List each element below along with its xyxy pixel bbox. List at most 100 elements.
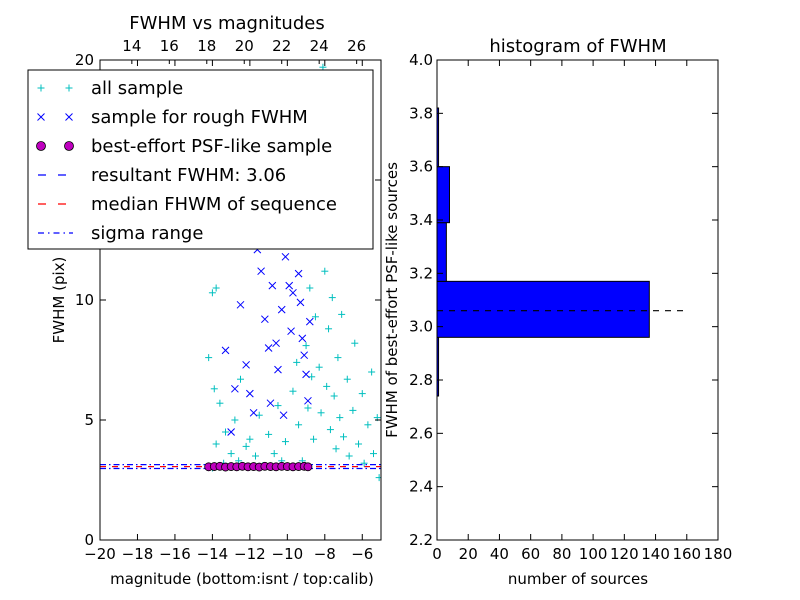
- histogram-y-tick-label-9: 4.0: [409, 51, 433, 69]
- scatter-y-tick-label-0: 0: [84, 531, 94, 549]
- scatter-point-0-4: [212, 440, 220, 448]
- scatter-point-1-26: [298, 334, 307, 343]
- histogram-y-tick-label-0: 2.2: [409, 531, 433, 549]
- scatter-point-0-10: [231, 416, 239, 424]
- scatter-point-1-2: [231, 384, 239, 393]
- scatter-point-0-25: [295, 421, 303, 429]
- scatter-point-0-2: [210, 385, 218, 393]
- histogram-y-ticks: 2.2 2.4 2.6 2.8 3.0 3.2 3.4 3.6 3.8 4.0: [409, 51, 718, 549]
- scatter-point-0-15: [251, 452, 259, 460]
- scatter-x-tick-label-4: −12: [234, 545, 266, 563]
- scatter-point-0-56: [368, 368, 376, 376]
- scatter-point-0-40: [326, 426, 334, 434]
- histogram-x-axis-label: number of sources: [508, 570, 648, 588]
- scatter-point-1-21: [289, 288, 297, 297]
- histogram-x-tick-label-7: 140: [641, 545, 670, 563]
- scatter-point-1-6: [249, 408, 258, 417]
- histogram-x-tick-label-0: 0: [432, 545, 442, 563]
- legend-entry-2: best-effort PSF-like sample: [36, 136, 332, 157]
- legend-label-5: sigma range: [91, 223, 203, 244]
- histogram-y-tick-label-2: 2.6: [409, 424, 433, 442]
- scatter-point-0-34: [315, 363, 323, 371]
- legend-marker-0-0: [37, 84, 45, 92]
- scatter-point-0-19: [270, 450, 278, 458]
- scatter-point-1-24: [294, 269, 303, 278]
- scatter-point-0-0: [205, 354, 213, 362]
- scatter-point-1-1: [227, 428, 235, 436]
- scatter-title: FWHM vs magnitudes: [129, 13, 324, 34]
- histogram-y-tick-label-5: 3.2: [409, 264, 433, 282]
- scatter-point-0-39: [325, 325, 333, 333]
- scatter-point-1-25: [296, 298, 305, 307]
- scatter-point-0-55: [364, 421, 372, 429]
- scatter-top-tick-label-0: 14: [122, 37, 141, 55]
- scatter-point-1-28: [302, 370, 310, 379]
- legend-entry-1: sample for rough FWHM: [37, 107, 308, 128]
- scatter-point-0-50: [349, 406, 357, 414]
- scatter-point-0-59: [375, 474, 381, 482]
- scatter-top-tick-label-1: 16: [160, 37, 179, 55]
- scatter-point-1-17: [281, 252, 290, 261]
- scatter-top-ticks: 14 16 18 20 22 24 26: [122, 37, 366, 64]
- histogram-x-tick-label-4: 80: [552, 545, 571, 563]
- scatter-y-tick-label-2: 10: [75, 291, 94, 309]
- scatter-x-axis-label: magnitude (bottom:isnt / top:calib): [110, 570, 374, 588]
- scatter-point-0-20: [274, 402, 282, 410]
- scatter-point-1-12: [268, 281, 277, 290]
- histogram-x-tick-label-6: 120: [610, 545, 639, 563]
- legend-label-1: sample for rough FWHM: [91, 107, 308, 128]
- scatter-point-0-52: [355, 440, 363, 448]
- scatter-x-tick-label-5: −10: [272, 545, 304, 563]
- scatter-point-1-29: [304, 396, 312, 405]
- histogram-y-tick-label-8: 3.8: [409, 104, 433, 122]
- scatter-point-1-30: [305, 317, 314, 326]
- scatter-point-0-30: [308, 373, 316, 381]
- scatter-point-0-24: [293, 358, 301, 366]
- scatter-point-0-14: [246, 435, 254, 443]
- scatter-top-tick-label-5: 24: [310, 37, 329, 55]
- scatter-top-tick-label-3: 20: [235, 37, 254, 55]
- histogram-x-tick-label-5: 100: [579, 545, 608, 563]
- scatter-point-0-32: [311, 313, 319, 321]
- legend-marker-0-1: [65, 84, 73, 92]
- histogram-panel: 0 20 40 60 80 100 120 140 160 180 2.2 2.4 2.6 2.8 3.0…: [383, 36, 732, 588]
- histogram-y-axis-label: FWHM of best-effort PSF-like sources: [383, 162, 401, 438]
- scatter-point-0-28: [304, 404, 312, 412]
- histogram-y-tick-label-6: 3.4: [409, 211, 433, 229]
- scatter-point-0-41: [328, 294, 336, 302]
- scatter-point-0-16: [255, 411, 263, 419]
- scatter-point-1-19: [285, 281, 294, 290]
- scatter-series-2: [204, 461, 313, 472]
- scatter-point-1-8: [257, 267, 265, 276]
- scatter-point-0-22: [281, 438, 289, 446]
- scatter-point-1-0: [221, 346, 230, 355]
- scatter-point-0-9: [227, 450, 235, 458]
- legend-entry-3: resultant FWHM: 3.06: [38, 165, 286, 186]
- scatter-point-0-43: [332, 445, 340, 453]
- histogram-x-ticks: 0 20 40 60 80 100 120 140 160 180: [432, 60, 732, 563]
- scatter-point-0-51: [351, 339, 359, 347]
- scatter-x-ticks: −20 −18 −16 −14 −12 −10 −8 −6: [84, 60, 373, 563]
- scatter-x-tick-label-2: −16: [159, 545, 191, 563]
- histogram-bar-3: [437, 166, 450, 224]
- scatter-x-tick-label-7: −6: [351, 545, 373, 563]
- histogram-y-tick-label-4: 3.0: [409, 318, 433, 336]
- scatter-point-1-13: [272, 339, 280, 348]
- scatter-point-0-13: [242, 442, 250, 450]
- legend-label-0: all sample: [91, 78, 183, 99]
- scatter-top-tick-label-4: 22: [272, 37, 291, 55]
- scatter-point-0-29: [306, 284, 314, 292]
- scatter-point-0-8: [222, 428, 230, 436]
- legend-label-4: median FHWM of sequence: [91, 194, 337, 215]
- scatter-panel: −20−18−16−14−12−10−8−6 05101520 14161820…: [27, 13, 382, 588]
- scatter-point-1-27: [300, 351, 309, 360]
- histogram-x-tick-label-9: 180: [704, 545, 733, 563]
- scatter-point-0-44: [334, 354, 342, 362]
- legend-entry-5: sigma range: [38, 223, 203, 244]
- histogram-x-tick-label-1: 20: [459, 545, 478, 563]
- scatter-point-0-3: [212, 284, 220, 292]
- scatter-point-1-14: [274, 365, 282, 374]
- histogram-y-tick-label-7: 3.6: [409, 158, 433, 176]
- scatter-top-tick-label-6: 26: [347, 37, 366, 55]
- scatter-point-0-57: [370, 450, 378, 458]
